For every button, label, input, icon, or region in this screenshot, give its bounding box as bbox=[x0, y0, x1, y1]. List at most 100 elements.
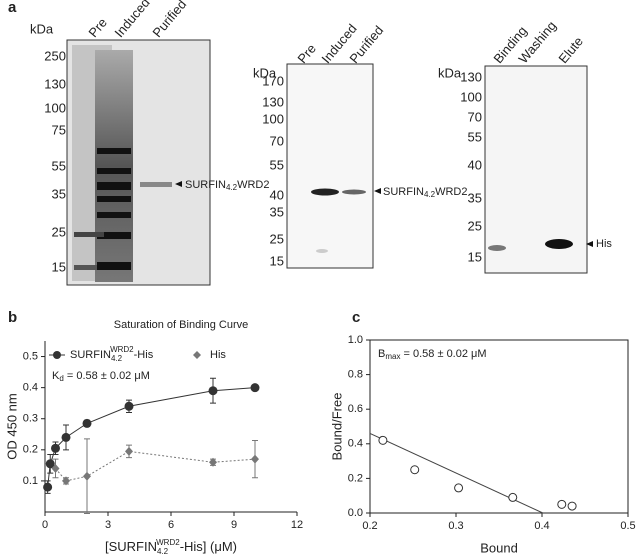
point bbox=[125, 446, 133, 456]
series-line bbox=[47, 387, 256, 488]
plot-frame bbox=[369, 339, 629, 514]
unit-label: kDa bbox=[438, 65, 462, 80]
label-part: 4.2 bbox=[424, 190, 436, 199]
panel-label: a bbox=[8, 0, 17, 16]
arrow bbox=[374, 188, 381, 194]
x-tick-label: 0.5 bbox=[620, 520, 635, 532]
ladder-label: 25 bbox=[270, 231, 284, 246]
label-part: -His] (μM) bbox=[180, 539, 237, 554]
label-part: WRD2 bbox=[110, 345, 134, 354]
lane-label: Induced bbox=[111, 0, 152, 40]
lane-label: Pre bbox=[85, 15, 109, 40]
label: SURFIN4.2WRD2 bbox=[383, 186, 467, 199]
panel-label: b bbox=[8, 309, 17, 326]
gel-band bbox=[316, 249, 328, 253]
ladder-label: 55 bbox=[52, 158, 66, 173]
label: His bbox=[210, 349, 226, 361]
ladder-label: 35 bbox=[468, 190, 482, 205]
y-tick-label: 0.2 bbox=[348, 472, 363, 484]
ladder-label: 130 bbox=[262, 94, 284, 109]
point bbox=[61, 432, 71, 442]
point bbox=[51, 463, 60, 473]
point bbox=[62, 476, 70, 486]
label-part: His bbox=[596, 238, 612, 250]
legend-marker bbox=[193, 351, 201, 359]
point bbox=[208, 386, 218, 396]
gel-lane bbox=[95, 50, 133, 282]
panel-label: c bbox=[352, 309, 360, 326]
y-tick-label: 0.4 bbox=[348, 438, 363, 450]
point bbox=[83, 471, 91, 481]
x-tick-label: 0 bbox=[42, 519, 48, 531]
label: Bmax = 0.58 ± 0.02 μM bbox=[378, 348, 487, 361]
label-part: WRD2 bbox=[435, 186, 467, 198]
point bbox=[124, 401, 134, 411]
point bbox=[567, 501, 577, 511]
legend-marker bbox=[53, 351, 61, 359]
fit-line bbox=[369, 432, 544, 514]
point bbox=[209, 457, 217, 467]
label-part: 4.2 bbox=[157, 547, 169, 556]
ladder-label: 25 bbox=[468, 218, 482, 233]
ladder-label: 70 bbox=[468, 109, 482, 124]
label: Kd = 0.58 ± 0.02 μM bbox=[52, 370, 150, 383]
ladder-label: 35 bbox=[52, 186, 66, 201]
point bbox=[43, 482, 53, 492]
y-tick-label: 0.2 bbox=[23, 444, 38, 456]
gel-band bbox=[545, 239, 573, 249]
x-tick-label: 0.4 bbox=[534, 520, 549, 532]
point bbox=[557, 499, 567, 509]
gel-band bbox=[488, 245, 506, 251]
point bbox=[250, 383, 260, 393]
chart-title: Saturation of Binding Curve bbox=[114, 319, 249, 331]
label: SURFIN4.2WRD2-His bbox=[70, 345, 154, 363]
y-tick-label: 0.6 bbox=[348, 403, 363, 415]
ladder-label: 55 bbox=[270, 157, 284, 172]
label-part: WRD2 bbox=[156, 538, 180, 547]
label-part: = 0.58 ± 0.02 μM bbox=[64, 370, 150, 382]
label-part: max bbox=[385, 352, 400, 361]
point bbox=[454, 483, 464, 493]
y-tick-label: 0.1 bbox=[23, 475, 38, 487]
ladder-label: 40 bbox=[270, 187, 284, 202]
lane-label: Elute bbox=[555, 34, 586, 66]
label: [SURFIN4.2WRD2-His] (μM) bbox=[105, 538, 237, 556]
point bbox=[45, 459, 55, 469]
ladder-label: 40 bbox=[468, 157, 482, 172]
label-part: 4.2 bbox=[111, 354, 123, 363]
point bbox=[410, 465, 420, 475]
gel-band bbox=[140, 182, 172, 187]
gel-image bbox=[484, 65, 588, 274]
y-axis-label: OD 450 nm bbox=[4, 393, 19, 459]
x-tick-label: 6 bbox=[168, 519, 174, 531]
ladder-label: 15 bbox=[270, 253, 284, 268]
y-tick-label: 0.4 bbox=[23, 382, 38, 394]
label: SURFIN4.2WRD2 bbox=[185, 179, 269, 192]
x-tick-label: 9 bbox=[231, 519, 237, 531]
arrow bbox=[586, 241, 593, 247]
y-tick-label: 1.0 bbox=[348, 334, 363, 346]
unit-label: kDa bbox=[30, 21, 54, 36]
label-part: SURFIN bbox=[185, 179, 226, 191]
ladder-label: 55 bbox=[468, 129, 482, 144]
gel-band bbox=[342, 189, 366, 195]
point bbox=[378, 435, 388, 445]
ladder-label: 100 bbox=[44, 100, 66, 115]
y-tick-label: 0.5 bbox=[23, 350, 38, 362]
point bbox=[508, 492, 518, 502]
arrow bbox=[175, 181, 182, 187]
y-tick-label: 0.0 bbox=[348, 507, 363, 519]
point bbox=[251, 454, 259, 464]
gel-band bbox=[311, 188, 339, 196]
ladder-label: 15 bbox=[468, 249, 482, 264]
y-tick-label: 0.3 bbox=[23, 413, 38, 425]
lane-label: Pre bbox=[294, 41, 318, 66]
label-part: 4.2 bbox=[226, 183, 238, 192]
y-axis-label: Bound/Free bbox=[329, 393, 344, 461]
label-part: B bbox=[378, 348, 385, 360]
ladder-label: 130 bbox=[460, 69, 482, 84]
label-part: SURFIN bbox=[70, 349, 111, 361]
ladder-label: 70 bbox=[270, 133, 284, 148]
